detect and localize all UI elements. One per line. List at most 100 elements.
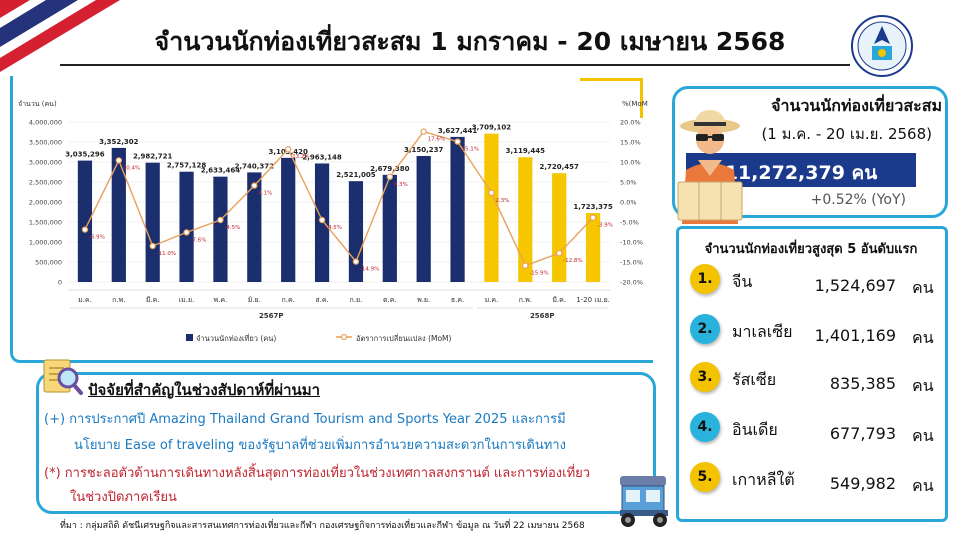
bar [77, 160, 93, 282]
mom-point [488, 189, 495, 197]
chart-frame [10, 76, 653, 363]
x-tick-label: ส.ค. [315, 296, 328, 304]
chart-frame-accent [580, 78, 640, 81]
rank-badge: 2. [690, 314, 720, 344]
y-tick-left: 1,000,000 [29, 239, 62, 247]
bar-value-label: 3,709,102 [472, 124, 512, 132]
x-tick-label: ม.ค. [78, 296, 92, 304]
x-tick-label: ต.ค. [383, 296, 397, 304]
rank-unit: คน [912, 476, 934, 495]
bar-value-label: 2,720,457 [539, 163, 579, 171]
y-tick-left: 0 [58, 279, 62, 287]
rank-unit: คน [912, 278, 934, 297]
bar [179, 171, 194, 282]
ministry-logo [851, 15, 913, 77]
mom-point [555, 249, 563, 257]
x-tick-label: ม.ค. [485, 296, 499, 304]
mom-polyline [84, 130, 594, 267]
mom-label: 10.4% [123, 165, 140, 171]
y-tick-left: 3,000,000 [29, 159, 62, 167]
factor-negative-line2: ในช่วงปิดภาคเรียน [70, 490, 177, 505]
bar-value-label: 1,723,375 [573, 203, 613, 211]
rank-country: จีน [732, 272, 753, 291]
rank-value: 549,982 [829, 474, 896, 493]
mom-point [183, 229, 190, 236]
chart-legend: จำนวนนักท่องเที่ยว (คน) อัตราการเปลี่ยนแ… [186, 333, 452, 343]
rank-unit: คน [912, 426, 934, 445]
y-ticks-right: 20.0% 15.0% 10.0% 5.0% 0.0% -5.0% -10.0% -15.0%… [620, 119, 643, 287]
x-tick-label: เม.ย. [179, 296, 195, 304]
mom-label: 15.1% [462, 147, 479, 153]
x-tick-label: มิ.ย. [248, 296, 261, 304]
mom-label: 4.1% [258, 191, 272, 197]
rank-value: 1,401,169 [814, 326, 896, 345]
mom-label: -11.0% [157, 251, 176, 257]
mom-point [420, 128, 427, 135]
y-tick-right: -15.0% [620, 259, 643, 267]
magnifier-document-icon [43, 359, 83, 395]
factors-title: ปัจจัยที่สำคัญในช่วงสัปดาห์ที่ผ่านมา [88, 381, 321, 399]
rank-country: อินเดีย [732, 420, 778, 439]
mom-point [284, 146, 292, 153]
mom-point [522, 262, 529, 269]
mom-label: -6.9% [89, 235, 105, 241]
bar [111, 147, 126, 282]
y-tick-right: 10.0% [620, 159, 641, 167]
x-tick-label: ก.พ. [112, 296, 125, 304]
mom-point [251, 182, 258, 189]
bar-value-label: 3,150,237 [404, 146, 444, 154]
chart-frame-accent-right [640, 78, 643, 118]
x-tick-label: ธ.ค. [451, 296, 464, 304]
mom-point [81, 226, 89, 233]
y-tick-left: 500,000 [35, 259, 62, 267]
y-tick-right: -10.0% [620, 239, 643, 247]
x-axis-groups: 2567P 2568P [70, 307, 608, 320]
x-tick-label: 1-20 เม.ย. [576, 296, 610, 304]
legend-swatch-marker [340, 333, 348, 341]
traveler-illustration [677, 110, 743, 224]
rank-country: รัสเซีย [732, 370, 777, 389]
y-tick-left: 2,500,000 [29, 179, 62, 187]
bar [247, 172, 262, 282]
summary-title: จำนวนนักท่องเที่ยวสะสม [771, 96, 942, 115]
source-note: ที่มา : กลุ่มสถิติ ดัชนีเศรษฐกิจและสารสน… [60, 521, 585, 531]
mom-line: -6.9% 10.4% -11.0% -7.6% -4.5% 4.1% 13.2% -4.5%… [81, 128, 613, 277]
summary-period: (1 ม.ค. - 20 เม.ย. 2568) [761, 125, 932, 143]
bar-value-label: 2,757,128 [167, 162, 207, 170]
mom-point [386, 173, 394, 181]
mom-label: 6.3% [394, 182, 408, 188]
mom-label: -4.5% [224, 225, 240, 231]
bar-value-label: 3,352,302 [99, 138, 139, 146]
tourist-arrivals-chart: จำนวน (คน) %(MoM) 4,000,000 3,500,000 3,00… [18, 100, 648, 343]
summary-total: 11,272,379 คน [724, 162, 878, 184]
rank-country: มาเลเซีย [732, 322, 793, 341]
legend-line-label: อัตราการเปลี่ยนแปลง (MoM) [356, 333, 452, 343]
y-tick-right: 0.0% [620, 199, 637, 207]
group-label: 2567P [259, 312, 284, 320]
bar [145, 162, 160, 282]
legend-bars-label: จำนวนนักท่องเที่ยว (คน) [196, 333, 276, 343]
y-tick-right: -20.0% [620, 279, 643, 287]
factor-positive-line1: (+) การประกาศปี Amazing Thailand Grand T… [44, 412, 566, 427]
group-label: 2568P [530, 312, 555, 320]
y-tick-left: 3,500,000 [29, 139, 62, 147]
bars [77, 133, 601, 282]
x-tick-label: พ.ย. [417, 296, 430, 304]
bar [484, 133, 499, 282]
y-axis-left-label: จำนวน (คน) [18, 100, 57, 108]
mom-point [454, 138, 461, 145]
mom-point [217, 216, 224, 224]
mom-point [589, 214, 597, 221]
x-tick-label: ก.พ. [519, 296, 532, 304]
mom-point [352, 258, 360, 265]
rank-value: 835,385 [829, 374, 896, 393]
bar-value-label: 2,740,372 [235, 162, 275, 170]
mom-label: -4.5% [326, 225, 342, 231]
y-tick-left: 4,000,000 [29, 119, 62, 127]
mom-label: -3.9% [597, 223, 613, 229]
mom-label: 17.6% [428, 137, 445, 143]
bar [281, 157, 296, 282]
bar [450, 136, 465, 282]
bar [213, 176, 228, 282]
x-axis-categories: ม.ค. ก.พ. มี.ค. เม.ย. พ.ค. มิ.ย. ก.ค. ส.ค. ก.ย. ต… [68, 289, 610, 304]
